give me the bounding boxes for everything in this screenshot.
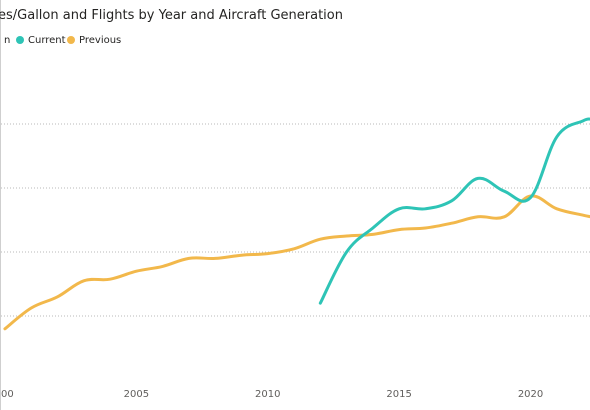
chart-title: es/Gallon and Flights by Year and Aircra… [0, 8, 343, 23]
legend-partial-text: n [4, 34, 11, 46]
series-line-previous[interactable] [3, 194, 590, 331]
legend-current-dot-icon [16, 36, 24, 44]
x-tick-label: 2020 [518, 389, 543, 400]
legend-previous-label: Previous [79, 34, 122, 46]
legend-item-current[interactable]: Current [16, 33, 66, 47]
x-tick-label: 2010 [255, 389, 280, 400]
legend-current-label: Current [28, 34, 66, 46]
legend-previous-dot-icon [67, 36, 75, 44]
x-tick-label: 2005 [124, 389, 149, 400]
x-tick-label: 2015 [386, 389, 411, 400]
legend-partial-label: n [4, 33, 10, 47]
series-line-current[interactable] [318, 117, 590, 305]
x-tick-label: 00 [1, 389, 14, 400]
legend-item-previous[interactable]: Previous [67, 33, 121, 47]
